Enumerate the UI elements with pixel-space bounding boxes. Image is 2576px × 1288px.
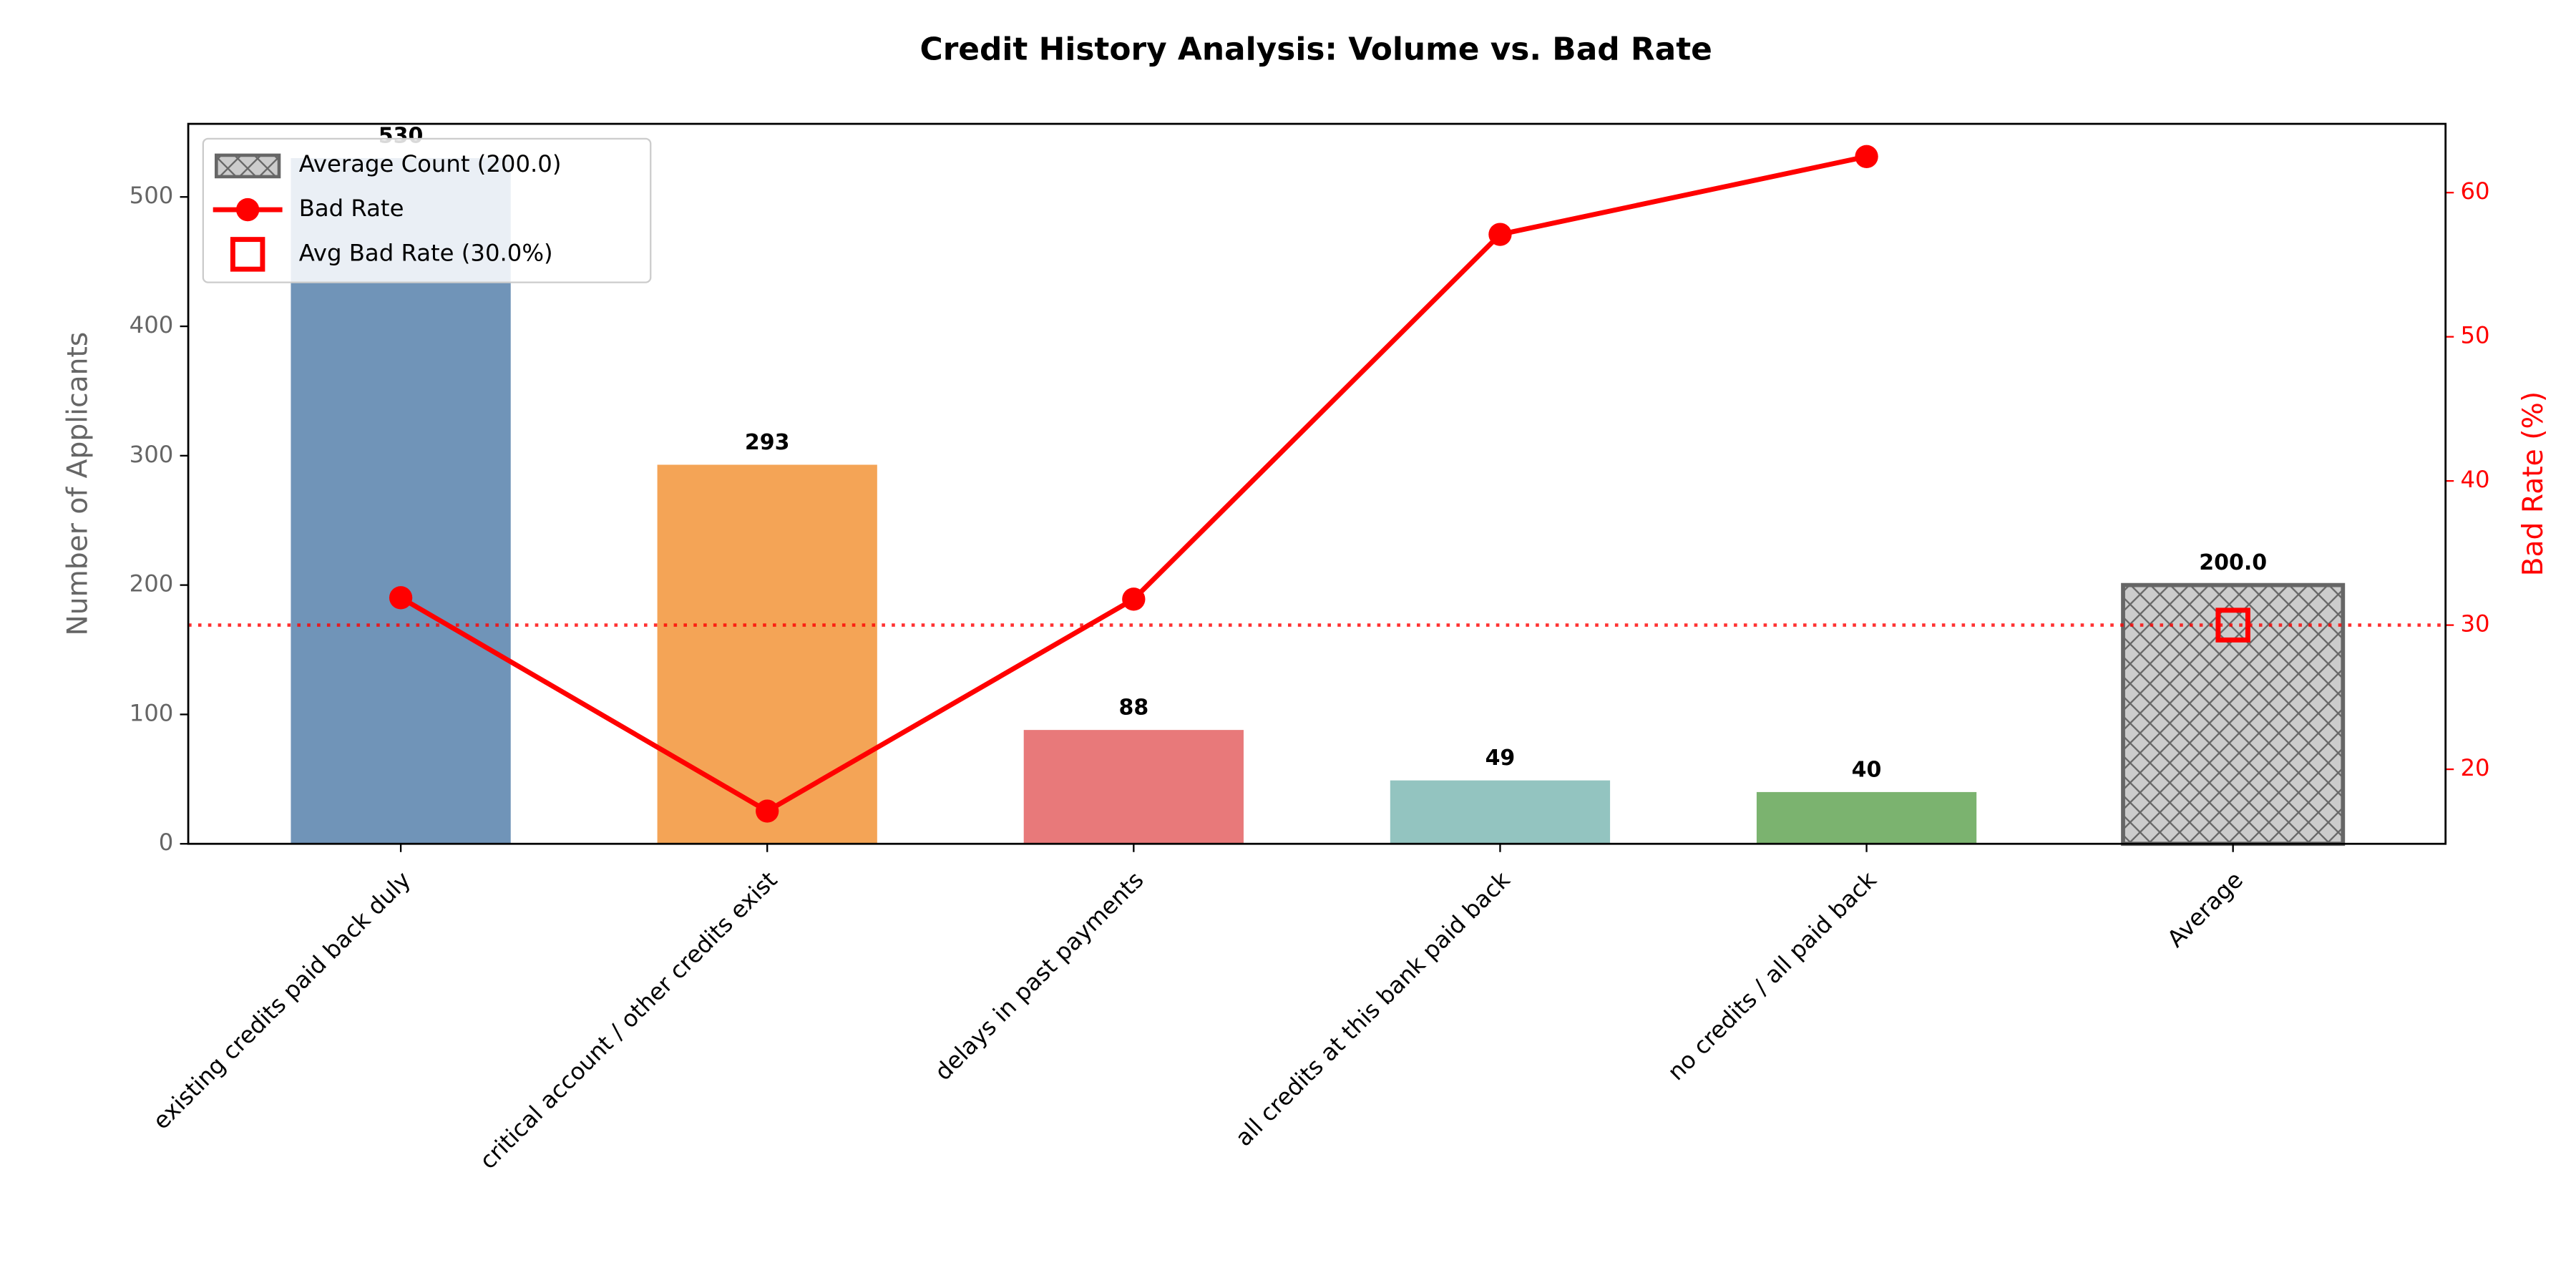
legend-box <box>202 137 652 283</box>
average-bar <box>2121 582 2346 847</box>
line-marker <box>1855 145 1878 168</box>
y-axis-label: Number of Applicants <box>62 332 94 636</box>
x-tick-label: all credits at this bank paid back <box>1230 866 1516 1151</box>
value-label: 293 <box>745 430 790 455</box>
y-tick-label: 300 <box>130 441 174 468</box>
legend-label: Avg Bad Rate (30.0%) <box>299 239 553 266</box>
legend-swatch <box>236 197 260 222</box>
avg-marker <box>2215 608 2250 643</box>
y2-axis-label: Bad Rate (%) <box>2517 391 2550 577</box>
line-marker <box>756 799 779 823</box>
value-label: 200.0 <box>2199 550 2267 575</box>
legend: Average Count (200.0) Bad Rate Avg Bad Rat… <box>202 137 652 283</box>
legend-swatch <box>215 153 281 179</box>
bar <box>1756 791 1977 844</box>
y2-tick-label: 30 <box>2460 610 2489 638</box>
x-tick-label: no credits / all paid back <box>1662 866 1882 1085</box>
plot-frame <box>187 122 2447 845</box>
line-marker <box>1488 223 1512 246</box>
y2-tick-label: 40 <box>2460 466 2489 493</box>
y-tick-label: 500 <box>130 182 174 209</box>
bar <box>657 464 877 844</box>
legend-swatch <box>230 237 265 272</box>
line-marker <box>1122 587 1146 611</box>
y-tick-label: 400 <box>130 311 174 338</box>
y2-tick-label: 60 <box>2460 177 2489 205</box>
value-label: 40 <box>1852 757 1882 782</box>
bar <box>1390 780 1611 844</box>
y-tick-label: 200 <box>130 570 174 597</box>
value-label: 88 <box>1118 696 1148 721</box>
legend-label: Average Count (200.0) <box>299 150 562 177</box>
value-label: 49 <box>1485 746 1516 771</box>
y2-tick-label: 50 <box>2460 322 2489 349</box>
y-tick-label: 0 <box>159 829 174 856</box>
chart-title: Credit History Analysis: Volume vs. Bad … <box>920 31 1712 68</box>
y2-tick-label: 20 <box>2460 754 2489 781</box>
line-marker <box>389 586 413 610</box>
bar <box>1023 730 1244 844</box>
legend-label: Bad Rate <box>299 195 404 222</box>
y-tick-label: 100 <box>130 699 174 726</box>
x-tick-label: critical account / other credits exist <box>474 867 783 1175</box>
x-tick-label: Average <box>2162 867 2248 953</box>
x-tick-label: delays in past payments <box>930 867 1149 1086</box>
x-tick-label: existing credits paid back duly <box>147 867 416 1135</box>
